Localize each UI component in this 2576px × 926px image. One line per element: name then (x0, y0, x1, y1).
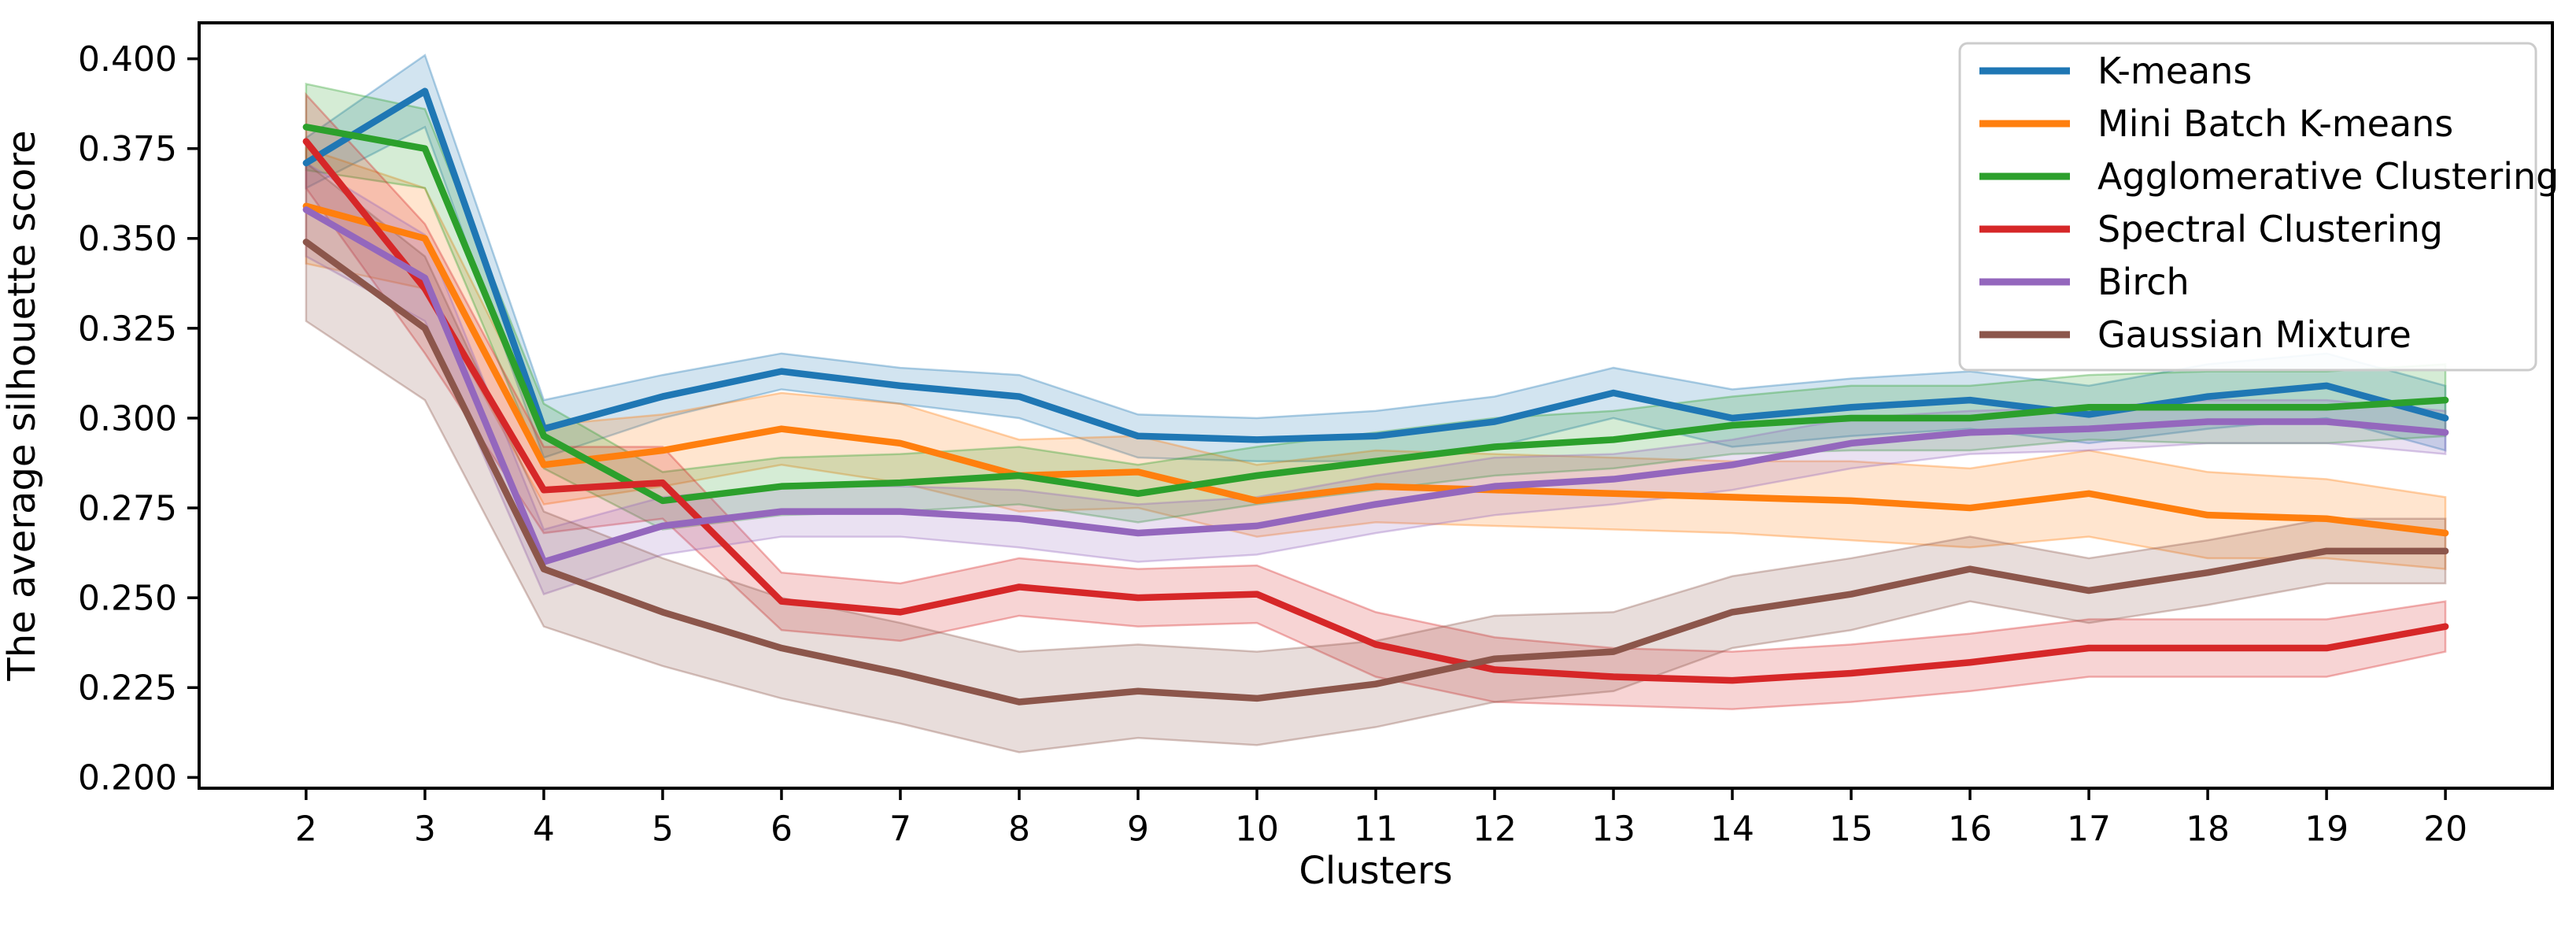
line-gaussian-mixture (302, 239, 2449, 706)
legend-box (1958, 42, 2537, 372)
legend-label-k-means: K-means (2097, 50, 2252, 92)
legend-label-agglomerative-clustering: Agglomerative Clustering (2097, 155, 2559, 198)
x-tick-label: 7 (889, 809, 911, 849)
line-spectral-clustering (302, 138, 2449, 684)
band-mini-batch-k-means (305, 146, 2447, 571)
x-tick-label: 17 (2067, 809, 2111, 849)
x-tick-label: 2 (295, 809, 317, 849)
y-tick-label: 0.200 (78, 758, 177, 798)
x-tick-label: 3 (414, 809, 436, 849)
line-agglomerative-clustering (302, 124, 2449, 505)
x-tick-label: 20 (2423, 809, 2467, 849)
y-tick-label: 0.275 (78, 488, 177, 528)
line-mini-batch-k-means (302, 202, 2449, 537)
legend-item-k-means: K-means (1979, 50, 2252, 92)
legend-label-birch: Birch (2097, 261, 2190, 303)
x-tick-label: 8 (1008, 809, 1030, 849)
legend-label-spectral-clustering: Spectral Clustering (2097, 208, 2443, 250)
x-tick-label: 16 (1948, 809, 1992, 849)
x-tick-label: 6 (771, 809, 793, 849)
x-tick-label: 11 (1354, 809, 1398, 849)
line-k-means (302, 87, 2449, 443)
y-axis-ticks: 0.200 0.225 0.250 0.275 0.300 0.325 0.350 0.375… (78, 39, 199, 798)
line-birch (302, 206, 2449, 565)
x-tick-label: 13 (1591, 809, 1635, 849)
legend-item-gaussian-mixture: Gaussian Mixture (1979, 313, 2412, 356)
y-axis-title: The average silhouette score (0, 130, 44, 681)
x-tick-label: 15 (1829, 809, 1873, 849)
y-tick-label: 0.375 (78, 129, 177, 169)
band-birch (305, 161, 2447, 596)
x-tick-label: 12 (1473, 809, 1517, 849)
x-tick-label: 14 (1710, 809, 1754, 849)
x-tick-label: 19 (2304, 809, 2349, 849)
y-tick-label: 0.350 (78, 219, 177, 259)
y-tick-label: 0.250 (78, 579, 177, 619)
y-tick-label: 0.225 (78, 669, 177, 709)
x-tick-label: 18 (2186, 809, 2230, 849)
legend: K-means Mini Batch K-means Agglomerative C… (1958, 42, 2559, 372)
x-tick-label: 5 (652, 809, 674, 849)
y-tick-label: 0.300 (78, 398, 177, 439)
x-axis-title: Clusters (1299, 849, 1452, 893)
x-tick-label: 10 (1235, 809, 1279, 849)
y-tick-label: 0.325 (78, 309, 177, 349)
y-tick-label: 0.400 (78, 39, 177, 80)
legend-label-gaussian-mixture: Gaussian Mixture (2097, 313, 2412, 356)
legend-item-birch: Birch (1979, 261, 2190, 303)
legend-label-mini-batch-k-means: Mini Batch K-means (2097, 102, 2453, 145)
series-lines (302, 87, 2449, 706)
legend-item-agglomerative-clustering: Agglomerative Clustering (1979, 155, 2559, 198)
legend-item-spectral-clustering: Spectral Clustering (1979, 208, 2443, 250)
x-tick-label: 4 (533, 809, 555, 849)
x-tick-label: 9 (1127, 809, 1149, 849)
x-axis-ticks: 2 3 4 5 6 7 8 9 10 11 12 13 14 15 16 17 18 19 20 (295, 788, 2467, 849)
band-gaussian-mixture (305, 161, 2447, 754)
legend-item-mini-batch-k-means: Mini Batch K-means (1979, 102, 2453, 145)
